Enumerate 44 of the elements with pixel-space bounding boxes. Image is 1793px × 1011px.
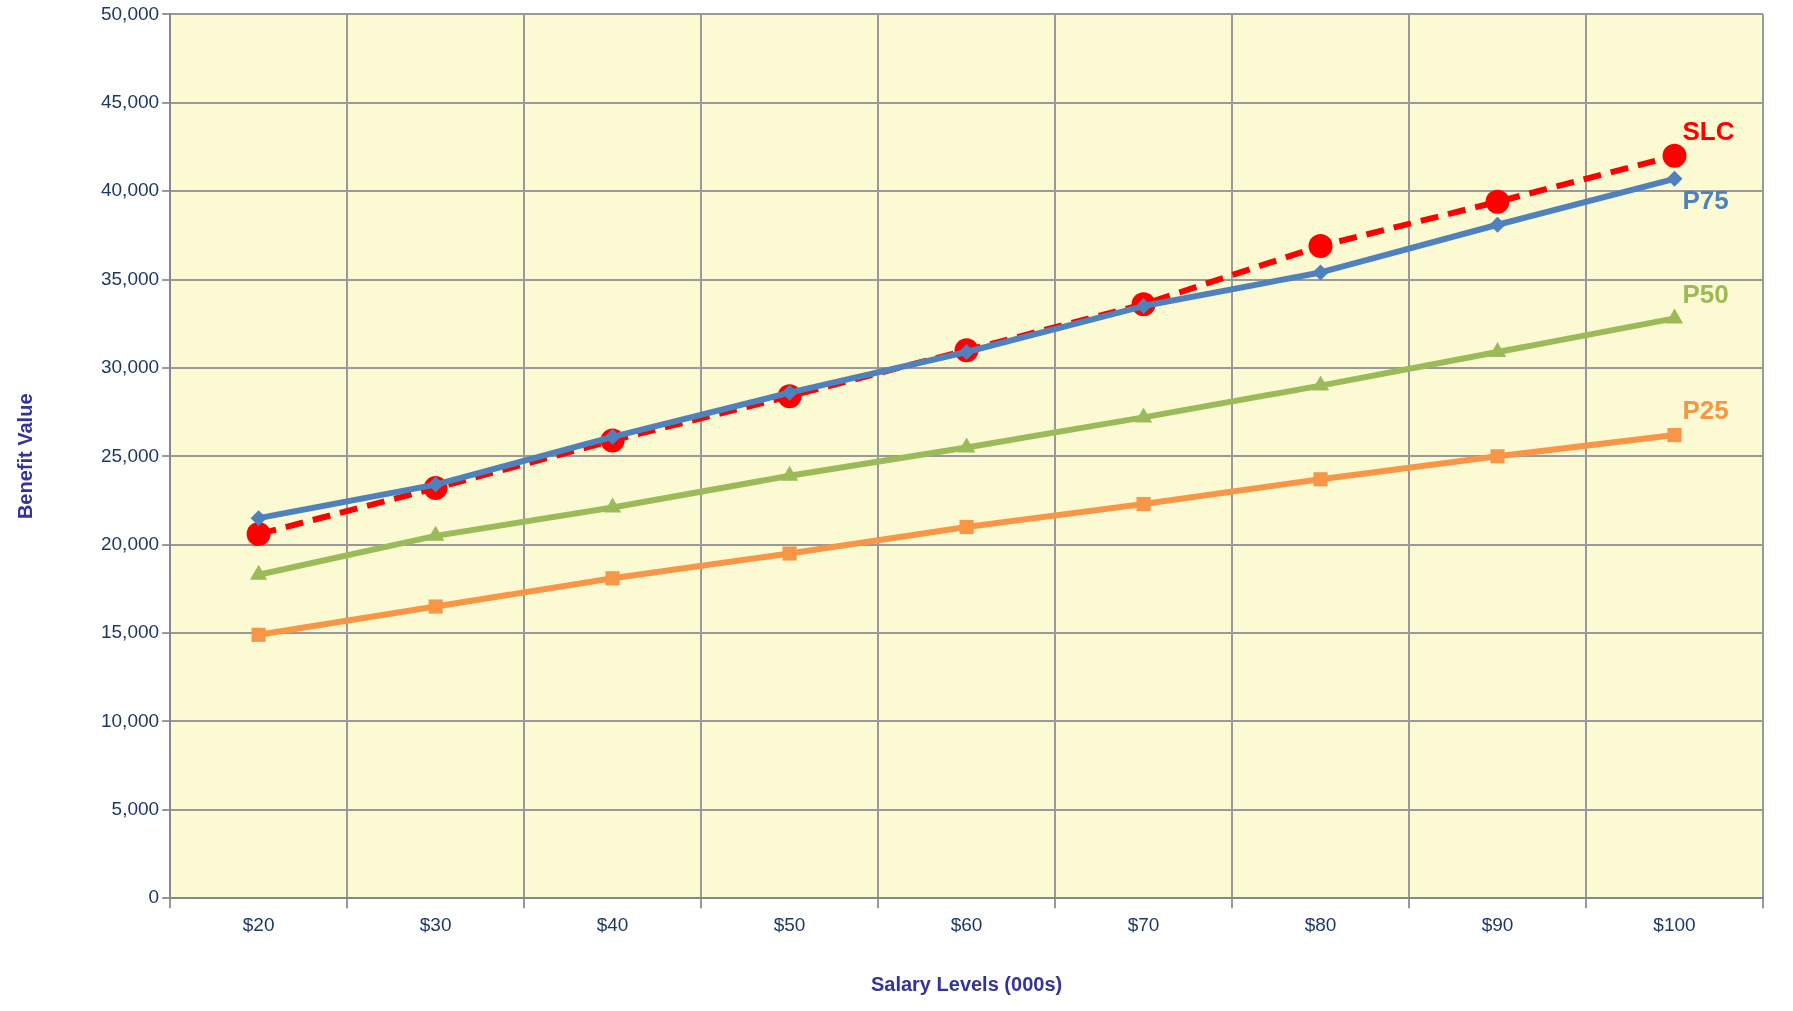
y-tick-label: 15,000 (100, 621, 160, 643)
y-tick-label: 35,000 (100, 267, 160, 289)
series-label: P50 (1682, 278, 1729, 309)
y-tick-label: 10,000 (100, 709, 160, 731)
point (1666, 170, 1683, 187)
y-tick-label: 40,000 (100, 179, 160, 201)
point (959, 519, 974, 535)
series-label: SLC (1682, 115, 1735, 146)
point (605, 571, 620, 586)
x-tick-label: $30 (419, 913, 452, 935)
y-tick-label: 20,000 (100, 532, 160, 554)
point (1490, 449, 1505, 464)
y-axis-title: Benefit Value (13, 393, 36, 520)
y-tick-label: 30,000 (100, 356, 160, 378)
x-axis-title: Salary Levels (000s) (870, 972, 1063, 995)
point (782, 546, 797, 561)
y-tick-label: 0 (148, 886, 160, 908)
x-tick-label: $90 (1481, 913, 1514, 935)
point (1136, 496, 1151, 512)
x-tick-label: $80 (1304, 913, 1337, 935)
point (1312, 264, 1329, 281)
y-tick-label: 5,000 (111, 798, 160, 820)
point (1489, 216, 1506, 233)
point (1662, 143, 1687, 168)
point (250, 510, 267, 527)
point (1488, 342, 1507, 358)
point (1308, 233, 1333, 258)
x-tick-label: $40 (596, 913, 629, 935)
x-tick-label: $50 (773, 913, 806, 935)
point (246, 522, 271, 547)
point (1485, 189, 1510, 214)
point (251, 627, 266, 642)
point (428, 599, 443, 614)
x-tick-label: $70 (1127, 913, 1160, 935)
y-tick-label: 45,000 (100, 91, 160, 113)
series-label: P25 (1682, 395, 1729, 426)
x-tick-label: $100 (1653, 913, 1696, 935)
x-tick-label: $60 (950, 913, 983, 935)
point (1667, 428, 1682, 443)
series-label: P75 (1682, 184, 1729, 215)
y-tick-label: 25,000 (100, 444, 160, 466)
point (1313, 472, 1328, 487)
x-tick-label: $20 (242, 913, 275, 935)
y-tick-label: 50,000 (100, 2, 160, 24)
